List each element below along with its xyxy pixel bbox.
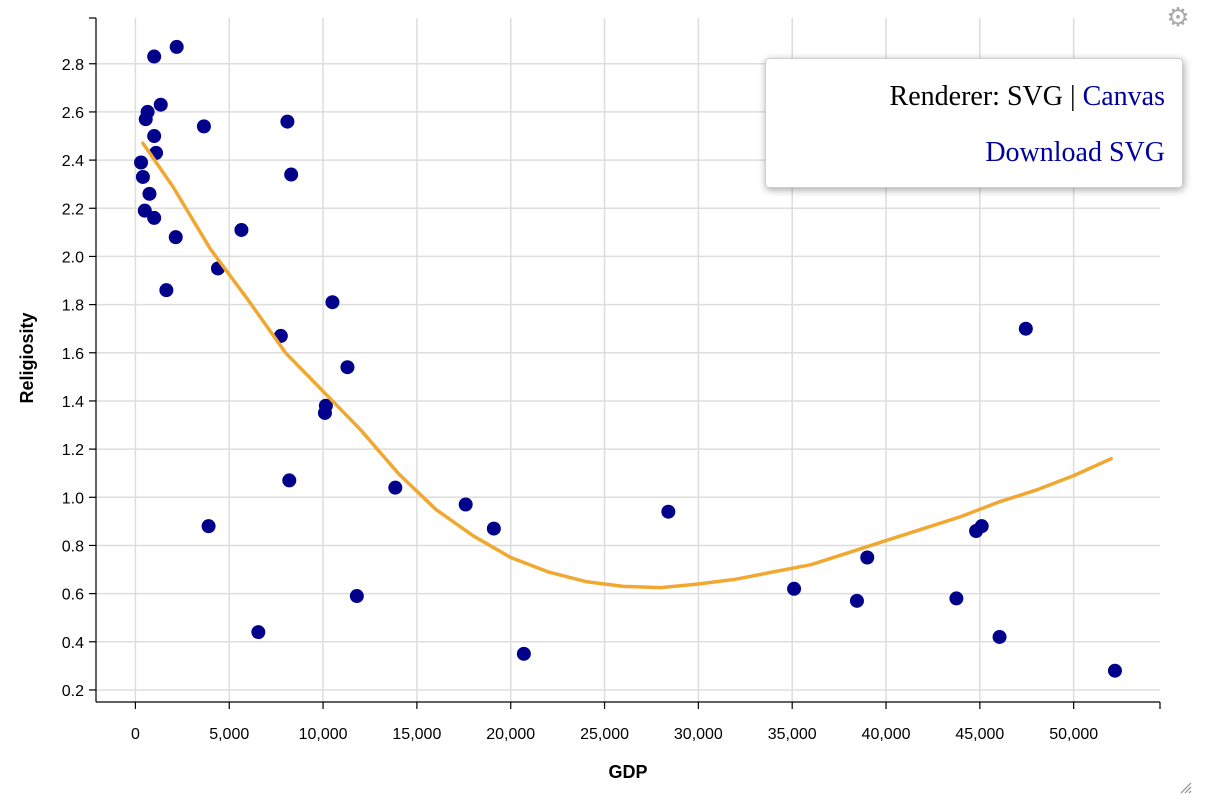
y-tick-label: 2.0 <box>62 249 84 266</box>
x-axis-title: GDP <box>608 762 647 782</box>
x-tick-label: 10,000 <box>299 726 348 743</box>
x-tick-label: 30,000 <box>674 726 723 743</box>
data-point <box>147 210 162 225</box>
x-tick-label: 5,000 <box>209 726 249 743</box>
x-tick-label: 45,000 <box>955 726 1004 743</box>
renderer-row: Renderer: SVG | Canvas <box>766 77 1165 117</box>
y-tick-label: 2.4 <box>62 153 84 170</box>
data-point <box>147 49 162 64</box>
y-tick-label: 1.8 <box>62 298 84 315</box>
data-point <box>325 295 340 310</box>
resize-grip-icon[interactable] <box>1178 780 1192 794</box>
y-tick-label: 2.2 <box>62 201 84 218</box>
data-point <box>787 581 802 596</box>
y-tick-label: 1.2 <box>62 442 84 459</box>
data-point <box>661 504 676 519</box>
data-point <box>159 283 174 298</box>
renderer-separator: | <box>1069 81 1076 112</box>
renderer-svg-option[interactable]: SVG <box>1006 81 1063 112</box>
renderer-label: Renderer: <box>889 81 1000 112</box>
data-point <box>849 593 864 608</box>
data-point <box>349 589 364 604</box>
y-tick-label: 1.0 <box>62 490 84 507</box>
data-point <box>860 550 875 565</box>
y-tick-label: 0.4 <box>62 635 84 652</box>
y-tick-label: 2.6 <box>62 105 84 122</box>
trend-line-group <box>141 141 1113 590</box>
data-point <box>992 629 1007 644</box>
x-tick-label: 50,000 <box>1049 726 1098 743</box>
x-tick-label: 40,000 <box>862 726 911 743</box>
download-row: Download SVG <box>766 133 1165 173</box>
x-axis: 0 5,000 10,000 15,000 20,000 25,000 30,000 35,0… <box>96 701 1161 743</box>
x-tick-label: 20,000 <box>486 726 535 743</box>
x-tick-label: 15,000 <box>392 726 441 743</box>
data-point <box>169 39 184 54</box>
data-point <box>135 169 150 184</box>
data-point <box>458 497 473 512</box>
trend-line <box>141 141 1113 590</box>
data-point <box>388 480 403 495</box>
y-tick-label: 1.4 <box>62 394 84 411</box>
y-tick-label: 1.6 <box>62 346 84 363</box>
y-tick-label: 0.6 <box>62 587 84 604</box>
data-point <box>168 230 183 245</box>
renderer-canvas-link[interactable]: Canvas <box>1082 81 1165 112</box>
y-axis-title: Religiosity <box>17 312 37 403</box>
y-tick-label: 0.8 <box>62 538 84 555</box>
x-tick-label: 0 <box>131 726 140 743</box>
data-point <box>340 360 355 375</box>
y-tick-label: 2.8 <box>62 57 84 74</box>
data-point <box>1107 663 1122 678</box>
data-point <box>1018 321 1033 336</box>
data-point <box>134 155 149 170</box>
gear-icon[interactable]: ⚙ <box>1166 3 1190 33</box>
data-point <box>486 521 501 536</box>
renderer-menu: Renderer: SVG | Canvas Download SVG <box>765 58 1183 188</box>
data-point <box>516 646 531 661</box>
data-point <box>153 97 168 112</box>
data-point <box>317 405 332 420</box>
x-tick-label: 35,000 <box>768 726 817 743</box>
data-point <box>949 591 964 606</box>
y-tick-label: 0.2 <box>62 683 84 700</box>
download-svg-link[interactable]: Download SVG <box>985 137 1165 168</box>
data-point <box>147 129 162 144</box>
data-point <box>196 119 211 134</box>
data-point <box>251 625 266 640</box>
data-point <box>282 473 297 488</box>
x-tick-label: 25,000 <box>580 726 629 743</box>
data-point <box>142 186 157 201</box>
data-point <box>234 222 249 237</box>
data-point <box>284 167 299 182</box>
y-axis: 0.2 0.4 0.6 0.8 1.0 1.2 1.4 1.6 1.8 2.0 2.2 2.4 2.6 2… <box>62 17 97 702</box>
data-points <box>134 39 1122 678</box>
data-point <box>280 114 295 129</box>
data-point <box>974 519 989 534</box>
data-point <box>201 519 216 534</box>
data-point <box>138 112 153 127</box>
